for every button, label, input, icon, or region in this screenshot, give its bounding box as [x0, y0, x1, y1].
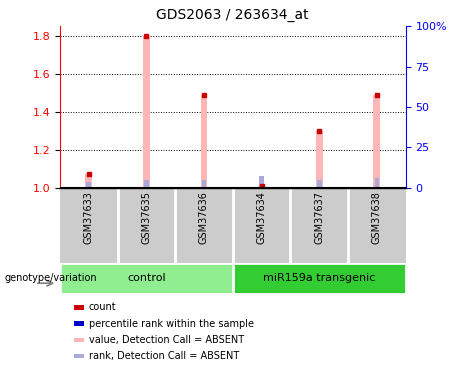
Text: genotype/variation: genotype/variation — [5, 273, 97, 284]
Text: value, Detection Call = ABSENT: value, Detection Call = ABSENT — [89, 335, 243, 345]
Bar — [317, 180, 321, 188]
Title: GDS2063 / 263634_at: GDS2063 / 263634_at — [156, 9, 309, 22]
Bar — [373, 94, 380, 188]
Text: GSM37637: GSM37637 — [314, 191, 324, 244]
Text: control: control — [127, 273, 165, 284]
Bar — [374, 178, 379, 188]
Bar — [233, 262, 406, 294]
Bar — [85, 174, 92, 188]
Bar — [258, 186, 265, 188]
Bar — [201, 94, 207, 188]
Bar — [259, 176, 264, 188]
Bar — [201, 180, 206, 188]
Bar — [60, 262, 233, 294]
Bar — [86, 182, 91, 188]
Text: miR159a transgenic: miR159a transgenic — [263, 273, 375, 284]
Text: GSM37634: GSM37634 — [257, 191, 266, 244]
Text: GSM37638: GSM37638 — [372, 191, 382, 244]
Bar — [144, 180, 148, 188]
Bar — [316, 130, 323, 188]
Text: GSM37635: GSM37635 — [142, 191, 151, 244]
Bar — [143, 36, 150, 188]
Text: rank, Detection Call = ABSENT: rank, Detection Call = ABSENT — [89, 351, 239, 361]
Text: percentile rank within the sample: percentile rank within the sample — [89, 319, 254, 328]
Text: count: count — [89, 303, 116, 312]
Text: GSM37633: GSM37633 — [84, 191, 94, 244]
Text: GSM37636: GSM37636 — [199, 191, 209, 244]
